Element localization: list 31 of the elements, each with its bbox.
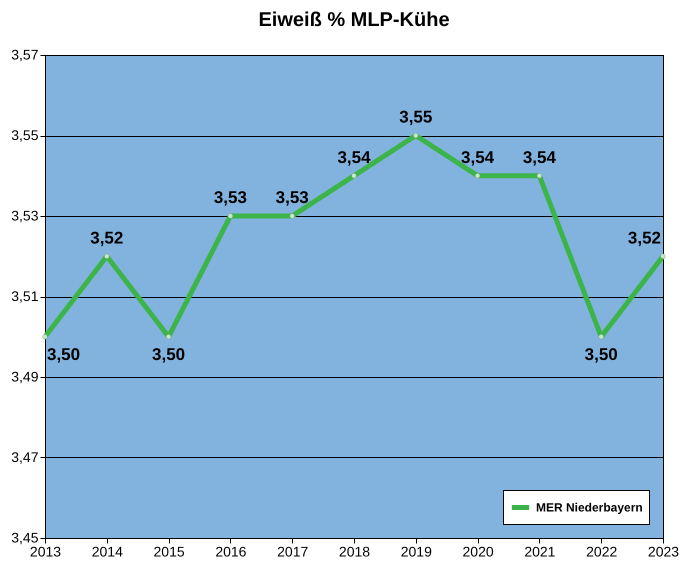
x-tick-label: 2023	[648, 544, 680, 560]
y-tick-label: 3,55	[11, 127, 39, 143]
legend-label: MER Niederbayern	[536, 500, 643, 514]
x-tick-label: 2020	[462, 544, 494, 560]
data-label: 3,54	[461, 148, 495, 167]
chart-title: Eiweiß % MLP-Kühe	[258, 9, 450, 31]
data-label: 3,55	[399, 108, 432, 126]
data-label: 3,52	[628, 228, 661, 248]
x-tick-label: 2014	[92, 544, 124, 560]
data-label: 3,54	[337, 148, 372, 167]
x-tick-label: 2018	[338, 544, 370, 560]
data-label: 3,52	[90, 228, 124, 248]
y-tick-label: 3,49	[11, 368, 39, 384]
x-tick-label: 2015	[154, 544, 185, 560]
data-label: 3,50	[152, 344, 186, 364]
x-tick-label: 2016	[215, 544, 247, 560]
data-label: 3,54	[522, 148, 556, 167]
y-tick-label: 3,57	[11, 46, 39, 62]
y-tick-label: 3,53	[11, 208, 39, 224]
data-label: 3,50	[47, 344, 80, 364]
y-tick-label: 3,45	[11, 530, 39, 546]
x-tick-label: 2019	[400, 544, 432, 560]
data-label: 3,50	[584, 344, 618, 364]
y-tick-label: 3,51	[11, 288, 39, 304]
x-tick-label: 2017	[277, 544, 308, 560]
x-tick-label: 2022	[586, 544, 618, 560]
x-tick-label: 2013	[30, 544, 62, 560]
data-label: 3,53	[276, 188, 309, 207]
x-tick-label: 2021	[524, 544, 556, 560]
data-label: 3,53	[214, 188, 247, 207]
y-tick-label: 3,47	[11, 449, 39, 465]
